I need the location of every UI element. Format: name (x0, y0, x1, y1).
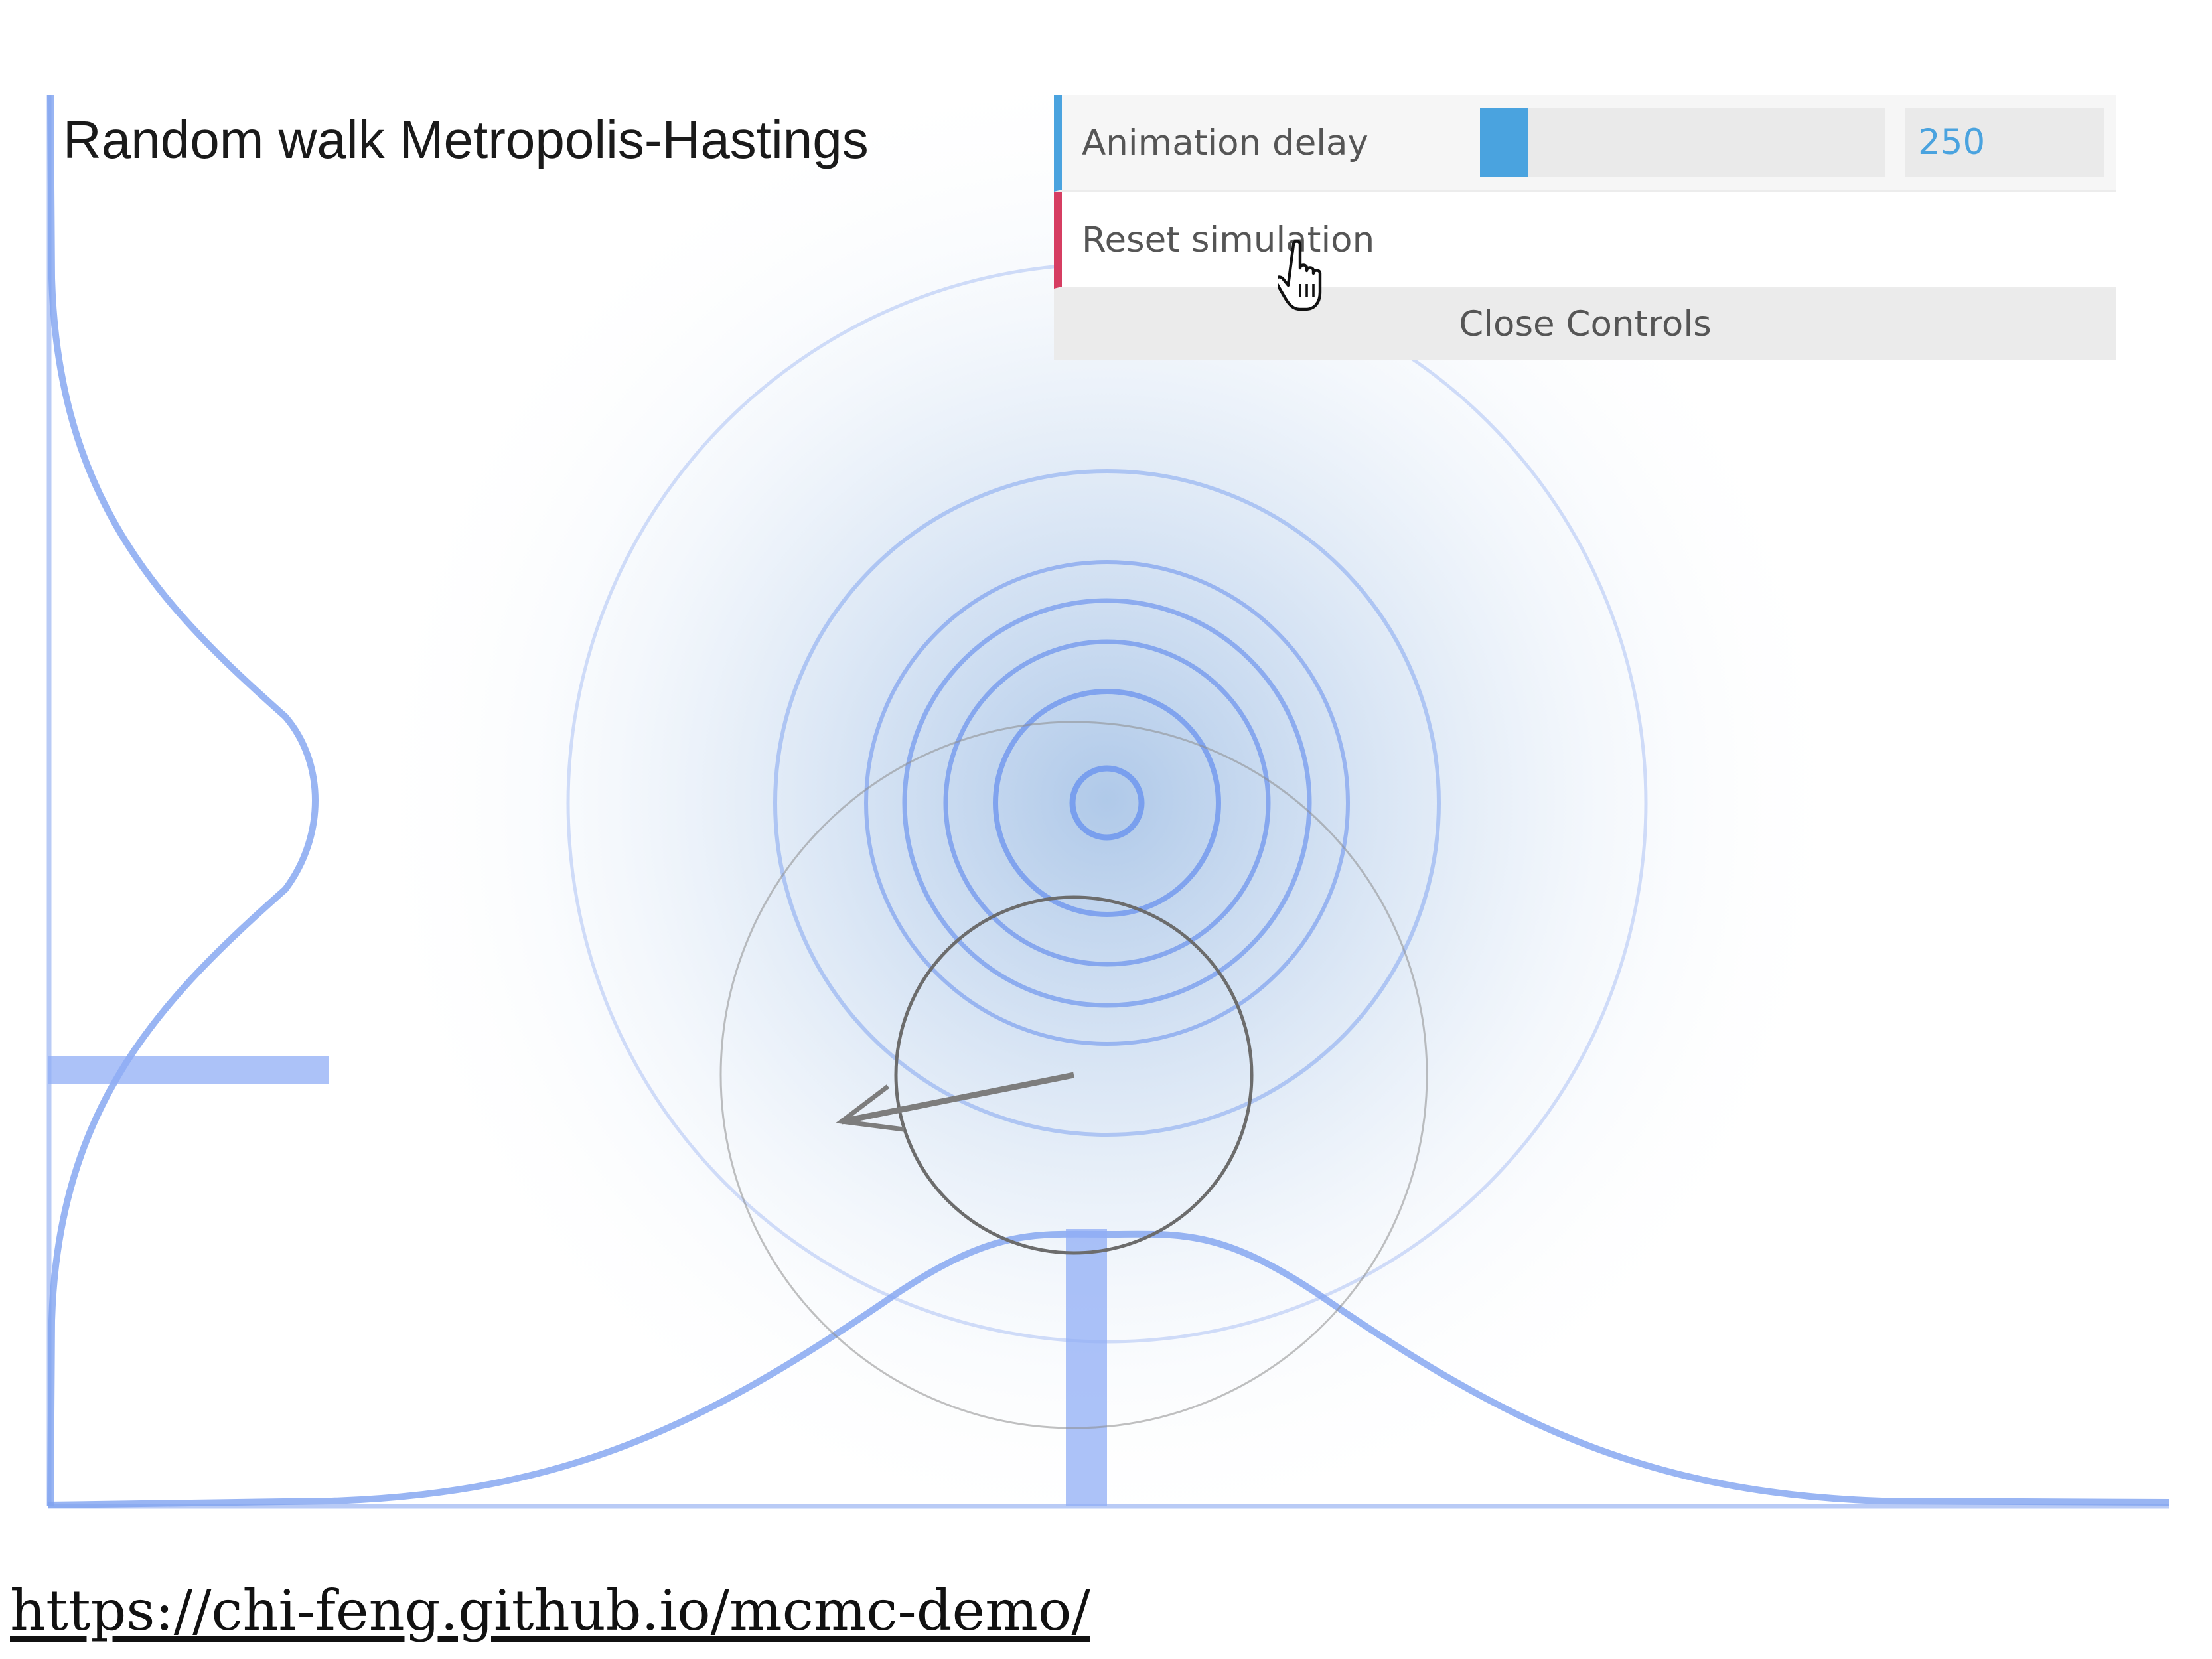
reset-simulation-label: Reset simulation (1082, 220, 1375, 260)
contour-ring (1069, 765, 1145, 841)
contour-ring (864, 560, 1350, 1046)
proposal-inner-circle (894, 895, 1254, 1255)
contour-ring (902, 598, 1312, 1008)
contour-ring (993, 689, 1221, 917)
pointer-hand-icon (1278, 240, 1322, 311)
reset-simulation-button[interactable]: Reset simulation (1054, 192, 2116, 289)
target-density-glow (357, 50, 1857, 1550)
animation-delay-label: Animation delay (1082, 123, 1368, 163)
source-url-link[interactable]: https://chi-feng.github.io/mcmc-demo/ (10, 1578, 1090, 1643)
proposal-outer-circle (719, 721, 1428, 1429)
animation-delay-slider[interactable] (1480, 108, 1885, 177)
y-sample-histogram-bar (48, 1056, 329, 1084)
proposal-arrow (836, 1072, 1074, 1132)
animation-delay-input[interactable] (1905, 108, 2104, 177)
slider-fill (1480, 108, 1529, 177)
animation-delay-control: Animation delay (1054, 95, 2116, 192)
controls-panel: Animation delay Reset simulation Close C… (1054, 95, 2116, 360)
contour-ring (943, 639, 1271, 967)
contour-ring (773, 469, 1441, 1137)
simulation-title: Random walk Metropolis-Hastings (63, 110, 869, 169)
y-marginal-curve (47, 94, 319, 1507)
x-sample-histogram-bar (1066, 1229, 1107, 1506)
close-controls-button[interactable]: Close Controls (1054, 289, 2116, 360)
